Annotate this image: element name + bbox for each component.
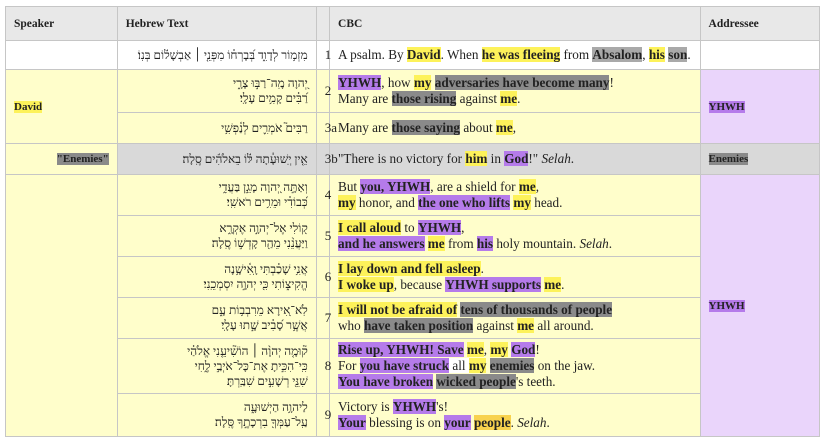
hebrew-line: וַיַּעֲנֵ֨נִי מֵהַ֖ר קָדְשׁ֣וֹ סֶֽלָה׃: [211, 236, 308, 250]
hebrew-line: יְ֭הוָה מָֽה־רַבּ֣וּ צָרָ֑י: [233, 76, 308, 90]
cbc-cell: Victory is YHWH's! Your blessing is on y…: [329, 393, 701, 437]
verse-number: 8: [315, 338, 331, 394]
hebrew-cell: אֵ֤ין יְֽשׁוּעָ֓תָה לּ֬וֹ בֵאלֹהִ֬ים סֶֽ…: [116, 143, 317, 175]
header-row: Speaker Hebrew Text CBC Addressee: [5, 6, 821, 41]
addressee-label: YHWH: [708, 100, 745, 113]
header-cbc: CBC: [329, 6, 701, 41]
header-hebrew: Hebrew Text: [116, 6, 317, 41]
hebrew-line: אֲשֶׁ֥ר סָ֝בִ֗יב שָׁ֣תוּ עָלָֽי׃: [221, 318, 308, 332]
verse-number: 6: [315, 256, 331, 298]
verse-number: 5: [315, 215, 331, 257]
hebrew-line: וְאַתָּ֣ה יְ֭הוָה מָגֵ֣ן בַּעֲדִ֑י: [218, 180, 308, 194]
speaker-cell-david: David: [5, 69, 118, 144]
psalm-3-speaker-table: Speaker Hebrew Text CBC Addressee מִזְמ֥…: [5, 6, 821, 437]
cbc-cell: I lay down and fell asleep. I woke up, b…: [329, 256, 701, 298]
hebrew-cell: מִזְמ֥וֹר לְדָוִ֑ד בְּ֝בָרְח֗וֹ מִפְּנֵ֤…: [116, 40, 317, 70]
hebrew-cell: אֲנִ֥י שָׁכַ֗בְתִּי וָֽאִ֫ישָׁ֥נָה הֱקִי…: [116, 256, 317, 298]
addressee-cell: [699, 40, 821, 70]
david-highlight: David: [406, 47, 441, 62]
cbc-cell: I will not be afraid of tens of thousand…: [329, 297, 701, 339]
table-row-verse-5: ק֭וֹלִי אֶל־יְהוָ֣ה אֶקְרָ֑א וַיַּעֲנֵ֨נ…: [6, 215, 820, 257]
hebrew-line: רַ֝בִּ֗ים קָמִ֥ים עָלָֽי׃: [239, 91, 308, 105]
hebrew-line: אֵ֤ין יְֽשׁוּעָ֓תָה לּ֬וֹ בֵאלֹהִ֬ים סֶֽ…: [182, 151, 308, 166]
header-verse: [315, 6, 331, 41]
addressee-cell-yhwh: YHWH: [699, 174, 821, 437]
hebrew-line: כִּֽי־הִכִּ֣יתָ אֶת־כָּל־אֹיְבַ֣י לֶ֑חִי: [194, 358, 308, 373]
table-row-verse-1: מִזְמ֥וֹר לְדָוִ֑ד בְּ֝בָרְח֗וֹ מִפְּנֵ֤…: [5, 40, 821, 70]
cbc-cell: But you, YHWH, are a shield for me, my h…: [329, 174, 701, 216]
header-addressee: Addressee: [699, 6, 821, 41]
hebrew-line: הֱקִיצ֑וֹתִי כִּ֖י יְהוָ֣ה יִסְמְכֵֽנִי׃: [203, 277, 308, 291]
hebrew-line: עַֽל־עַמְּךָ֖ בִרְכָתֶ֣ךָ סֶּֽלָה׃: [214, 415, 308, 429]
cbc-cell: YHWH, how my adversaries have become man…: [329, 69, 701, 113]
cbc-cell: "There is no victory for him in God!" Se…: [329, 143, 701, 175]
verse-number: 7: [315, 297, 331, 339]
verse-number: 3b: [315, 143, 338, 175]
enemy-highlight: Absalom: [592, 47, 643, 62]
table-row-verse-9: לַיהוָ֥ה הַיְשׁוּעָ֑ה עַֽל־עַמְּךָ֖ בִרְ…: [6, 393, 820, 437]
hebrew-line: מִזְמ֥וֹר לְדָוִ֑ד בְּ֝בָרְח֗וֹ מִפְּנֵ֤…: [137, 47, 308, 62]
hebrew-cell: לֹֽא־אִ֭ירָא מֵרִבְב֥וֹת עָ֑ם אֲשֶׁ֥ר סָ…: [116, 297, 317, 339]
table-row-verse-7: לֹֽא־אִ֭ירָא מֵרִבְב֥וֹת עָ֑ם אֲשֶׁ֥ר סָ…: [6, 297, 820, 339]
speaker-cell: [5, 40, 118, 70]
david-highlight: his: [648, 47, 665, 62]
table-row-verse-3b: "Enemies" אֵ֤ין יְֽשׁוּעָ֓תָה לּ֬וֹ בֵאל…: [5, 143, 821, 175]
speaker-cell-enemies: "Enemies": [5, 143, 118, 175]
table-row-verse-6: אֲנִ֥י שָׁכַ֗בְתִּי וָֽאִ֫ישָׁ֥נָה הֱקִי…: [6, 256, 820, 298]
verse-number: 1: [315, 40, 331, 70]
hebrew-cell: ק֭וֹלִי אֶל־יְהוָ֣ה אֶקְרָ֑א וַיַּעֲנֵ֨נ…: [116, 215, 317, 257]
cbc-cell: Many are those saying about me,: [329, 112, 701, 144]
table-row-verse-2: David יְ֭הוָה מָֽה־רַבּ֣וּ צָרָ֑י רַ֝בִּ…: [5, 69, 821, 144]
hebrew-line: ק֭וֹלִי אֶל־יְהוָ֣ה אֶקְרָ֑א: [219, 221, 308, 235]
hebrew-cell: וְאַתָּ֣ה יְ֭הוָה מָגֵ֣ן בַּעֲדִ֑י כְּ֝ב…: [116, 174, 317, 216]
cbc-cell: I call aloud to YHWH, and he answers me …: [329, 215, 701, 257]
hebrew-cell: ק֘וּמָ֤ה יְהוָ֨ה ׀ הוֹשִׁ֘יעֵ֤נִי אֱלֹהַ…: [116, 338, 317, 394]
hebrew-cell: יְ֭הוָה מָֽה־רַבּ֣וּ צָרָ֑י רַ֝בִּ֗ים קָ…: [116, 69, 317, 113]
header-speaker: Speaker: [5, 6, 118, 41]
hebrew-line: לַיהוָ֥ה הַיְשׁוּעָ֑ה: [243, 400, 308, 414]
verse-number: 3a: [315, 112, 337, 144]
speaker-label: "Enemies": [56, 153, 109, 165]
hebrew-line: אֲנִ֥י שָׁכַ֗בְתִּי וָֽאִ֫ישָׁ֥נָה: [224, 262, 308, 276]
addressee-cell-yhwh: YHWH: [699, 69, 821, 144]
addressee-label: Enemies: [708, 153, 749, 165]
table-row-verse-3a: רַבִּים֮ אֹמְרִ֪ים לְנַ֫פְשִׁ֥י 3a Many …: [6, 112, 820, 144]
table-row-verse-8: ק֘וּמָ֤ה יְהוָ֨ה ׀ הוֹשִׁ֘יעֵ֤נִי אֱלֹהַ…: [6, 338, 820, 394]
verse-number: 4: [315, 174, 331, 216]
cbc-cell: A psalm. By David. When he was fleeing f…: [329, 40, 701, 70]
speaker-cell-david: [5, 174, 118, 437]
verse-number: 2: [315, 69, 331, 113]
hebrew-line: ק֘וּמָ֤ה יְהוָ֨ה ׀ הוֹשִׁ֘יעֵ֤נִי אֱלֹהַ…: [187, 343, 308, 358]
speaker-label: David: [14, 100, 43, 113]
hebrew-line: שִׁנֵּ֖י רְשָׁעִ֣ים שִׁבַּֽרְתָּ׃: [226, 373, 308, 388]
table-row-verse-4: וְאַתָּ֣ה יְ֭הוָה מָגֵ֣ן בַּעֲדִ֑י כְּ֝ב…: [5, 174, 821, 437]
verse-number: 9: [315, 393, 331, 437]
addressee-label: YHWH: [708, 299, 745, 312]
david-highlight: he was fleeing: [481, 47, 561, 62]
hebrew-line: לֹֽא־אִ֭ירָא מֵרִבְב֥וֹת עָ֑ם: [211, 303, 308, 317]
hebrew-cell: רַבִּים֮ אֹמְרִ֪ים לְנַ֫פְשִׁ֥י: [116, 112, 317, 144]
hebrew-cell: לַיהוָ֥ה הַיְשׁוּעָ֑ה עַֽל־עַמְּךָ֖ בִרְ…: [116, 393, 317, 437]
hebrew-line: כְּ֝בוֹדִ֗י וּמֵרִ֥ים רֹאשִֽׁי׃: [226, 195, 308, 209]
addressee-cell-enemies: Enemies: [699, 143, 821, 175]
hebrew-line: רַבִּים֮ אֹמְרִ֪ים לְנַ֫פְשִׁ֥י: [221, 120, 308, 135]
enemy-highlight: son: [668, 47, 688, 62]
cbc-cell: Rise up, YHWH! Save me, my God! For you …: [329, 338, 701, 394]
